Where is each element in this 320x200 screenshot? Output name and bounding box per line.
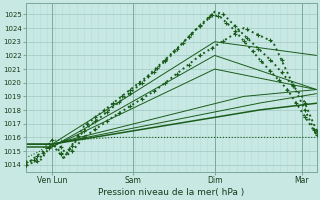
X-axis label: Pression niveau de la mer( hPa ): Pression niveau de la mer( hPa ) [98,188,244,197]
